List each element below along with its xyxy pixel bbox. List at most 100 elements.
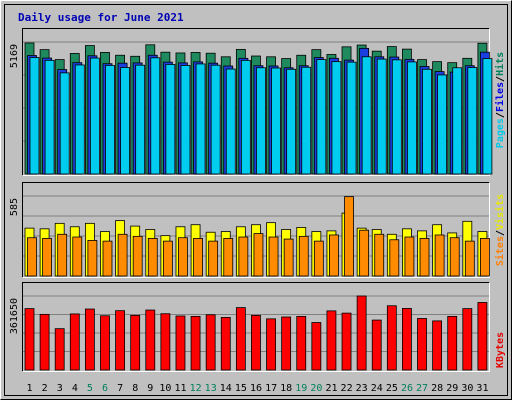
bar-sites-day-25 bbox=[389, 239, 400, 277]
bar-sites-day-7 bbox=[117, 233, 128, 277]
bar-pages-day-26 bbox=[407, 61, 417, 175]
legend-kbytes: KBytes bbox=[495, 332, 506, 368]
bar-kbytes-day-13 bbox=[205, 314, 216, 371]
plot-border-dark bbox=[22, 182, 490, 278]
x-tick-day-22: 22 bbox=[341, 383, 353, 394]
bar-sites-day-8 bbox=[132, 235, 143, 277]
bar-pages-day-31 bbox=[482, 58, 493, 175]
legend-sites: Sites bbox=[494, 236, 506, 266]
bar-pages-day-1 bbox=[29, 57, 40, 175]
bar-pages-day-22 bbox=[346, 61, 357, 175]
x-tick-day-11: 11 bbox=[174, 383, 186, 394]
y-max-label: 585 bbox=[9, 198, 20, 216]
x-tick-day-7: 7 bbox=[117, 383, 123, 394]
bar-pages-day-7 bbox=[120, 67, 130, 175]
bar-pages-day-11 bbox=[180, 65, 191, 175]
bar-sites-day-26 bbox=[404, 236, 415, 277]
x-tick-day-19: 19 bbox=[295, 383, 307, 394]
bar-kbytes-day-24 bbox=[371, 319, 382, 371]
x-tick-day-5: 5 bbox=[87, 383, 93, 394]
bar-kbytes-day-1 bbox=[24, 308, 35, 371]
legend: Sites/Visits bbox=[494, 194, 506, 266]
x-tick-day-29: 29 bbox=[446, 383, 458, 394]
bar-sites-day-27 bbox=[419, 237, 430, 277]
bar-kbytes-day-29 bbox=[447, 315, 458, 371]
bar-pages-day-10 bbox=[165, 64, 176, 175]
chart-panels: 5169Pages/Files/Hits585Sites/Visits36165… bbox=[9, 28, 506, 372]
bar-sites-day-19 bbox=[298, 235, 309, 277]
legend-hits: Hits bbox=[494, 52, 506, 76]
bar-pages-day-17 bbox=[271, 67, 281, 175]
bar-pages-day-27 bbox=[422, 68, 432, 175]
x-tick-day-24: 24 bbox=[371, 383, 383, 394]
x-tick-day-16: 16 bbox=[250, 383, 262, 394]
bar-sites-day-12 bbox=[193, 237, 203, 277]
bar-kbytes-day-8 bbox=[130, 314, 141, 371]
panel-3: 361650 KBytes bbox=[9, 282, 506, 372]
bar-kbytes-day-22 bbox=[341, 312, 352, 371]
bar-sites-day-23 bbox=[359, 229, 370, 277]
bar-kbytes-day-6 bbox=[100, 315, 110, 371]
x-tick-day-27: 27 bbox=[416, 383, 428, 394]
bar-sites-day-15 bbox=[238, 236, 249, 277]
bar-kbytes-day-31 bbox=[477, 302, 488, 371]
bar-sites-day-28 bbox=[434, 234, 445, 277]
bar-kbytes-day-18 bbox=[281, 316, 292, 371]
bar-pages-day-4 bbox=[74, 64, 85, 175]
bar-sites-day-16 bbox=[253, 233, 264, 277]
bar-sites-day-24 bbox=[374, 233, 385, 277]
bar-sites-day-2 bbox=[42, 237, 52, 277]
legend-files: Files bbox=[494, 82, 506, 112]
x-tick-day-15: 15 bbox=[235, 383, 247, 394]
x-tick-day-12: 12 bbox=[190, 383, 202, 394]
bar-pages-day-19 bbox=[301, 66, 312, 175]
bar-pages-day-6 bbox=[105, 65, 115, 175]
legend: Pages/Files/Hits bbox=[494, 52, 506, 148]
x-tick-day-3: 3 bbox=[57, 383, 63, 394]
bar-sites-day-22 bbox=[344, 196, 354, 277]
bar-pages-day-15 bbox=[240, 59, 251, 175]
legend-text: Pages/Files/Hits bbox=[494, 52, 506, 148]
bar-pages-day-9 bbox=[150, 57, 161, 175]
bar-kbytes-day-3 bbox=[54, 328, 65, 371]
bar-kbytes-day-4 bbox=[69, 313, 80, 371]
x-tick-day-14: 14 bbox=[220, 383, 232, 394]
x-tick-day-13: 13 bbox=[205, 383, 217, 394]
x-tick-day-26: 26 bbox=[401, 383, 413, 394]
plot-border-dark bbox=[22, 28, 490, 176]
bar-pages-day-3 bbox=[59, 72, 70, 175]
legend-visits: Visits bbox=[494, 194, 506, 230]
bar-kbytes-day-23 bbox=[356, 295, 367, 371]
bar-sites-day-3 bbox=[57, 233, 68, 277]
legend-separator: / bbox=[495, 76, 506, 82]
bar-pages-day-24 bbox=[376, 58, 387, 175]
x-tick-day-2: 2 bbox=[42, 383, 48, 394]
bar-sites-day-14 bbox=[223, 237, 234, 277]
legend-text: Sites/Visits bbox=[494, 194, 506, 266]
bar-pages-day-25 bbox=[391, 59, 402, 175]
bar-pages-day-5 bbox=[89, 57, 100, 175]
bar-kbytes-day-30 bbox=[462, 308, 473, 371]
bar-kbytes-day-26 bbox=[402, 308, 412, 371]
x-tick-day-21: 21 bbox=[325, 383, 337, 394]
bar-pages-day-20 bbox=[316, 59, 327, 175]
bar-kbytes-day-5 bbox=[84, 308, 95, 371]
bar-sites-day-18 bbox=[283, 238, 294, 277]
bar-kbytes-day-12 bbox=[190, 315, 201, 371]
x-tick-day-10: 10 bbox=[159, 383, 171, 394]
bar-pages-day-30 bbox=[467, 67, 478, 175]
x-tick-day-6: 6 bbox=[102, 383, 108, 394]
frame-inner-border bbox=[4, 4, 508, 396]
x-tick-day-25: 25 bbox=[386, 383, 398, 394]
x-tick-day-20: 20 bbox=[310, 383, 322, 394]
x-tick-day-17: 17 bbox=[265, 383, 277, 394]
bar-sites-day-31 bbox=[480, 237, 490, 277]
bar-pages-day-16 bbox=[256, 67, 266, 175]
y-max-label: 361650 bbox=[9, 298, 20, 334]
bar-sites-day-10 bbox=[162, 240, 173, 277]
bar-kbytes-day-2 bbox=[39, 313, 50, 371]
bar-pages-day-8 bbox=[135, 64, 146, 175]
legend-separator: / bbox=[495, 112, 506, 118]
bar-pages-day-23 bbox=[361, 56, 372, 175]
